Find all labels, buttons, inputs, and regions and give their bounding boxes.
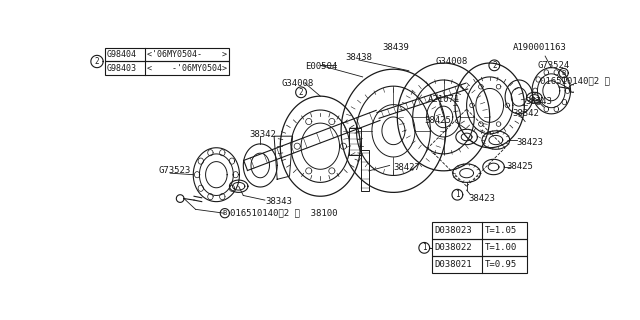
Text: G98403: G98403: [107, 64, 137, 73]
Bar: [349, 128, 361, 156]
Text: D038021: D038021: [435, 260, 472, 269]
Bar: [361, 150, 369, 191]
Bar: [105, 48, 230, 61]
Text: 016510140（2 ）  38100: 016510140（2 ） 38100: [230, 209, 338, 218]
Text: 38425: 38425: [424, 116, 451, 124]
Text: E00504: E00504: [305, 62, 337, 71]
Bar: [432, 239, 527, 256]
Text: 38342: 38342: [250, 130, 276, 139]
Text: A21071: A21071: [428, 95, 460, 105]
Text: 38439: 38439: [382, 43, 409, 52]
Text: G34008: G34008: [282, 78, 314, 88]
Text: 38427: 38427: [394, 163, 420, 172]
Text: 2: 2: [492, 61, 497, 70]
Bar: [105, 61, 230, 75]
Text: 1: 1: [455, 190, 460, 199]
Text: 38342: 38342: [513, 109, 540, 118]
Text: <'06MY0504-    >: <'06MY0504- >: [147, 50, 227, 59]
Text: D038022: D038022: [435, 243, 472, 252]
Text: G73523: G73523: [159, 166, 191, 175]
Text: T=1.00: T=1.00: [485, 243, 517, 252]
Text: B: B: [561, 70, 566, 76]
Text: 2: 2: [299, 88, 303, 97]
Bar: [432, 256, 527, 273]
Text: A190001163: A190001163: [513, 43, 566, 52]
Text: 38343: 38343: [265, 197, 292, 206]
Text: 38438: 38438: [345, 53, 372, 62]
Text: 38343: 38343: [525, 97, 552, 106]
Text: T=0.95: T=0.95: [485, 260, 517, 269]
Text: G98404: G98404: [107, 50, 137, 59]
Text: 38423: 38423: [516, 138, 543, 147]
Text: 38423: 38423: [468, 194, 495, 203]
Text: T=1.05: T=1.05: [485, 227, 517, 236]
Bar: [432, 222, 527, 239]
Text: D038023: D038023: [435, 227, 472, 236]
Text: <    -'06MY0504>: < -'06MY0504>: [147, 64, 227, 73]
Text: 38425: 38425: [506, 163, 532, 172]
Text: 2: 2: [95, 57, 99, 66]
Text: 016510140（2 ）: 016510140（2 ）: [540, 76, 610, 85]
Text: 1: 1: [422, 243, 427, 252]
Text: B: B: [223, 210, 227, 216]
Text: G34008: G34008: [436, 57, 468, 66]
Text: G73524: G73524: [538, 61, 570, 70]
